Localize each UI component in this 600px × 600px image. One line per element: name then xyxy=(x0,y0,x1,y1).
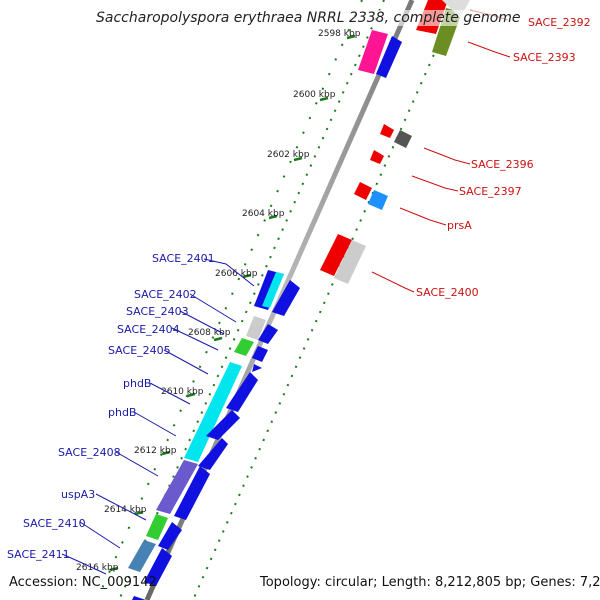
gene-arrow[interactable] xyxy=(272,280,300,316)
gene-label[interactable]: SACE_2411 xyxy=(7,548,70,561)
leader-line xyxy=(411,175,459,192)
leader-line xyxy=(423,147,471,165)
gene-label[interactable]: SACE_2410 xyxy=(23,517,86,530)
tick-mark xyxy=(134,510,144,516)
tick-marks xyxy=(109,34,356,572)
gene-arrow[interactable] xyxy=(252,364,262,372)
gene-arrow[interactable] xyxy=(262,272,284,308)
tick-mark xyxy=(109,566,119,572)
gene-label[interactable]: SACE_2400 xyxy=(416,286,479,299)
gene-arrow[interactable] xyxy=(156,460,198,514)
gene-arrow[interactable] xyxy=(442,0,470,18)
gene-label[interactable]: SACE_2397 xyxy=(459,185,522,198)
gene-arrow[interactable] xyxy=(370,150,384,164)
tick-label: 2606 kbp xyxy=(215,269,258,279)
gene-arrow[interactable] xyxy=(376,36,402,78)
tick-mark xyxy=(213,336,223,342)
gene-label[interactable]: phdB xyxy=(123,377,151,390)
leader-line xyxy=(163,349,209,375)
gene-arrow[interactable] xyxy=(380,124,394,138)
map-title: Saccharopolyspora erythraea NRRL 2338, c… xyxy=(96,10,521,26)
gene-arrow[interactable] xyxy=(368,190,388,210)
gene-label[interactable]: phdB xyxy=(108,406,136,419)
tick-mark xyxy=(346,34,356,40)
gene-arrow[interactable] xyxy=(226,372,258,412)
label-leaders-left xyxy=(61,258,255,575)
tick-label: 2608 kbp xyxy=(188,328,231,338)
tick-mark xyxy=(161,450,171,456)
gene-arrow[interactable] xyxy=(252,346,268,362)
tick-mark xyxy=(293,156,303,162)
tick-label: 2610 kbp xyxy=(161,387,204,397)
leader-line xyxy=(371,271,415,293)
gene-arrow[interactable] xyxy=(128,540,156,572)
gene-arrow[interactable] xyxy=(394,130,412,148)
gene-arrow[interactable] xyxy=(132,596,146,600)
leader-line xyxy=(61,553,107,575)
gene-arrow[interactable] xyxy=(334,240,366,284)
leader-line xyxy=(399,207,447,226)
leader-line xyxy=(467,41,511,58)
tick-mark xyxy=(242,273,252,279)
leader-line xyxy=(95,493,147,521)
leader-line xyxy=(189,293,237,323)
left-gene-labels: SACE_2401 SACE_2402 SACE_2403 SACE_2404 … xyxy=(7,252,215,561)
leader-line xyxy=(115,451,159,477)
gene-arrow[interactable] xyxy=(358,30,388,74)
gene-arrow[interactable] xyxy=(184,362,242,462)
tick-mark xyxy=(268,214,278,220)
gene-label[interactable]: SACE_2401 xyxy=(152,252,215,265)
gene-arrow[interactable] xyxy=(158,522,182,550)
gene-arrow[interactable] xyxy=(354,182,372,200)
gene-label[interactable]: SACE_2403 xyxy=(126,305,189,318)
tick-label: 2604 kbp xyxy=(242,209,285,219)
gene-arrow[interactable] xyxy=(206,410,240,440)
tick-label: 2598 kbp xyxy=(318,29,361,39)
leader-line xyxy=(149,382,191,405)
gene-arrow[interactable] xyxy=(258,324,278,344)
gene-arrow[interactable] xyxy=(174,466,210,520)
gene-label[interactable]: prsA xyxy=(447,219,472,232)
forward-strand-genes xyxy=(128,30,402,600)
topology-label: Topology: circular; Length: 8,212,805 bp… xyxy=(260,575,600,590)
accession-label: Accession: NC_009142 xyxy=(9,575,157,590)
tick-label: 2614 kbp xyxy=(104,505,147,515)
right-gene-labels: SACE_2392 SACE_2393 SACE_2396 SACE_2397 … xyxy=(416,16,591,299)
tick-mark xyxy=(319,96,329,102)
leader-line xyxy=(203,258,255,287)
leader-line xyxy=(171,327,219,351)
gene-arrow[interactable] xyxy=(144,548,172,586)
tick-label: 2616 kbp xyxy=(76,563,119,573)
leader-line xyxy=(179,310,225,335)
gene-arrow[interactable] xyxy=(246,316,266,340)
gene-arrow[interactable] xyxy=(146,514,168,540)
gene-arrow[interactable] xyxy=(234,338,254,356)
gene-label[interactable]: uspA3 xyxy=(61,488,95,501)
gene-label[interactable]: SACE_2396 xyxy=(471,158,534,171)
gene-label[interactable]: SACE_2408 xyxy=(58,446,121,459)
gene-label[interactable]: SACE_2392 xyxy=(528,16,591,29)
tick-label: 2602 kbp xyxy=(267,150,310,160)
tick-mark xyxy=(186,392,196,398)
gene-label[interactable]: SACE_2393 xyxy=(513,51,576,64)
gene-label[interactable]: SACE_2404 xyxy=(117,323,180,336)
tick-labels: 2598 kbp 2600 kbp 2602 kbp 2604 kbp 2606… xyxy=(76,29,361,573)
tick-label: 2600 kbp xyxy=(293,90,336,100)
gene-label[interactable]: SACE_2402 xyxy=(134,288,197,301)
gene-arrow[interactable] xyxy=(320,234,352,276)
gene-label[interactable]: SACE_2405 xyxy=(108,344,171,357)
tick-label: 2612 kbp xyxy=(134,446,177,456)
leader-line xyxy=(133,411,177,437)
gene-arrow[interactable] xyxy=(198,438,228,470)
leader-line xyxy=(79,521,121,549)
